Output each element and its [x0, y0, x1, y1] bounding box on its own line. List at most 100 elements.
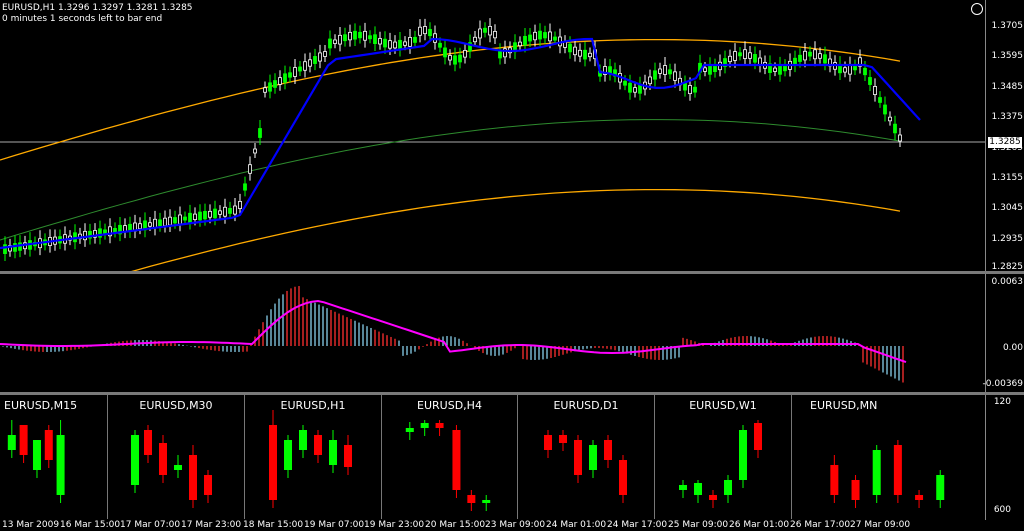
price-candle [503, 48, 507, 58]
timeframe-title: EURUSD,H4 [417, 399, 482, 412]
price-candle [383, 38, 387, 48]
price-candle [83, 230, 87, 241]
tf-candle [344, 445, 352, 467]
price-axis-label: 1.2935 [991, 234, 1024, 244]
tf-axis-label: 600 [993, 505, 1011, 515]
price-candle [683, 82, 687, 91]
timeframe-candles [679, 420, 762, 508]
price-candle [148, 222, 152, 227]
price-candle [93, 230, 97, 238]
price-chart[interactable] [0, 0, 985, 271]
price-candle [313, 56, 317, 64]
timeframe-panel[interactable]: EURUSD,MN [792, 395, 984, 519]
tf-candle [574, 440, 582, 475]
time-axis-label: 24 Mar 01:00 [546, 520, 607, 530]
time-axis-label: 17 Mar 07:00 [120, 520, 181, 530]
price-candle [728, 55, 732, 63]
price-axis-label: 1.3705 [991, 21, 1024, 31]
time-axis-label: 27 Mar 09:00 [850, 520, 911, 530]
price-candle [163, 217, 167, 227]
price-candle [738, 52, 742, 57]
oscillator-chart[interactable] [0, 274, 985, 392]
time-axis-label: 19 Mar 07:00 [304, 520, 365, 530]
chart-options-icon[interactable] [971, 3, 983, 15]
tf-candle [739, 430, 747, 480]
price-candle [173, 217, 177, 224]
price-candle [418, 26, 422, 36]
price-candle [603, 66, 607, 75]
price-candle [523, 35, 527, 46]
price-candle [823, 54, 827, 64]
tf-candle [32, 440, 41, 470]
price-candle [873, 86, 877, 95]
price-candle [668, 69, 672, 75]
timeframe-title: EURUSD,W1 [689, 399, 757, 412]
oscillator-pane[interactable] [0, 274, 985, 392]
time-axis-label: 18 Mar 15:00 [243, 520, 304, 530]
bar-timer: 0 minutes 1 seconds left to bar end [2, 14, 163, 24]
timeframe-axis: 120 600 [985, 395, 1024, 520]
price-candle [468, 42, 472, 52]
timeframe-candles [830, 440, 945, 508]
timeframe-panel[interactable]: EURUSD,M30 [108, 395, 245, 519]
price-candle [288, 72, 292, 78]
price-candle [548, 31, 552, 42]
tf-candle [893, 445, 902, 495]
timeframe-title: EURUSD,MN [810, 399, 878, 412]
price-candle [178, 214, 182, 225]
multi-timeframe-pane[interactable]: EURUSD,M15 EURUSD,M30 EURUSD,H1 EURUSD,H… [0, 395, 985, 520]
price-candle [218, 210, 222, 215]
price-candle [863, 67, 867, 76]
price-candle [228, 207, 232, 214]
price-chart-pane[interactable]: EURUSD,H1 1.3296 1.3297 1.3281 1.3285 0 … [0, 0, 985, 271]
price-candle [293, 67, 297, 77]
tf-candle [44, 430, 53, 460]
price-candle [258, 128, 262, 138]
price-candle [403, 41, 407, 46]
price-candle [743, 49, 747, 59]
price-candle [198, 211, 202, 221]
tf-candle [724, 480, 732, 495]
tf-candle [299, 430, 307, 450]
pane-separator[interactable] [0, 392, 1024, 395]
price-candle [688, 85, 692, 95]
price-candle [108, 226, 112, 237]
price-candle [573, 46, 577, 56]
channel-lower-line [131, 188, 901, 271]
price-axis-label: 1.3485 [991, 82, 1024, 92]
price-candle [638, 84, 642, 94]
price-candle [283, 73, 287, 83]
timeframe-panel[interactable]: EURUSD,H4 [382, 395, 518, 519]
timeframe-panel[interactable]: EURUSD,M15 [0, 395, 108, 519]
price-candle [628, 82, 632, 93]
symbol-header: EURUSD,H1 1.3296 1.3297 1.3281 1.3285 [2, 3, 193, 13]
price-candle [448, 55, 452, 61]
timeframe-panel[interactable]: EURUSD,W1 [655, 395, 792, 519]
timeframe-panel[interactable]: EURUSD,H1 [245, 395, 382, 519]
time-axis-label: 26 Mar 01:00 [729, 520, 790, 530]
price-candle [588, 52, 592, 58]
tf-candle [204, 475, 212, 495]
price-candle [768, 63, 772, 73]
timeframe-title: EURUSD,H1 [280, 399, 346, 412]
time-axis-label: 19 Mar 23:00 [364, 520, 425, 530]
price-candle [878, 97, 882, 103]
time-axis-label: 16 Mar 15:00 [60, 520, 121, 530]
price-candle [733, 51, 737, 61]
tf-candle [174, 465, 182, 470]
osc-axis-label: 0.00 [1002, 343, 1023, 353]
tf-candle [159, 443, 167, 475]
tf-candle [131, 435, 139, 485]
price-candle [898, 134, 902, 142]
tf-candle [872, 450, 881, 495]
price-candle [13, 243, 17, 252]
price-candle [453, 55, 457, 65]
price-candle [748, 52, 752, 59]
price-axis: 1.3705 1.3595 1.3485 1.3375 1.3265 1.315… [985, 0, 1024, 272]
timeframe-candles [131, 425, 212, 508]
time-axis-label: 26 Mar 17:00 [790, 520, 851, 530]
pane-separator[interactable] [0, 271, 1024, 274]
timeframe-panel[interactable]: EURUSD,D1 [518, 395, 655, 519]
price-candle [428, 28, 432, 37]
time-axis-label: 25 Mar 09:00 [668, 520, 729, 530]
